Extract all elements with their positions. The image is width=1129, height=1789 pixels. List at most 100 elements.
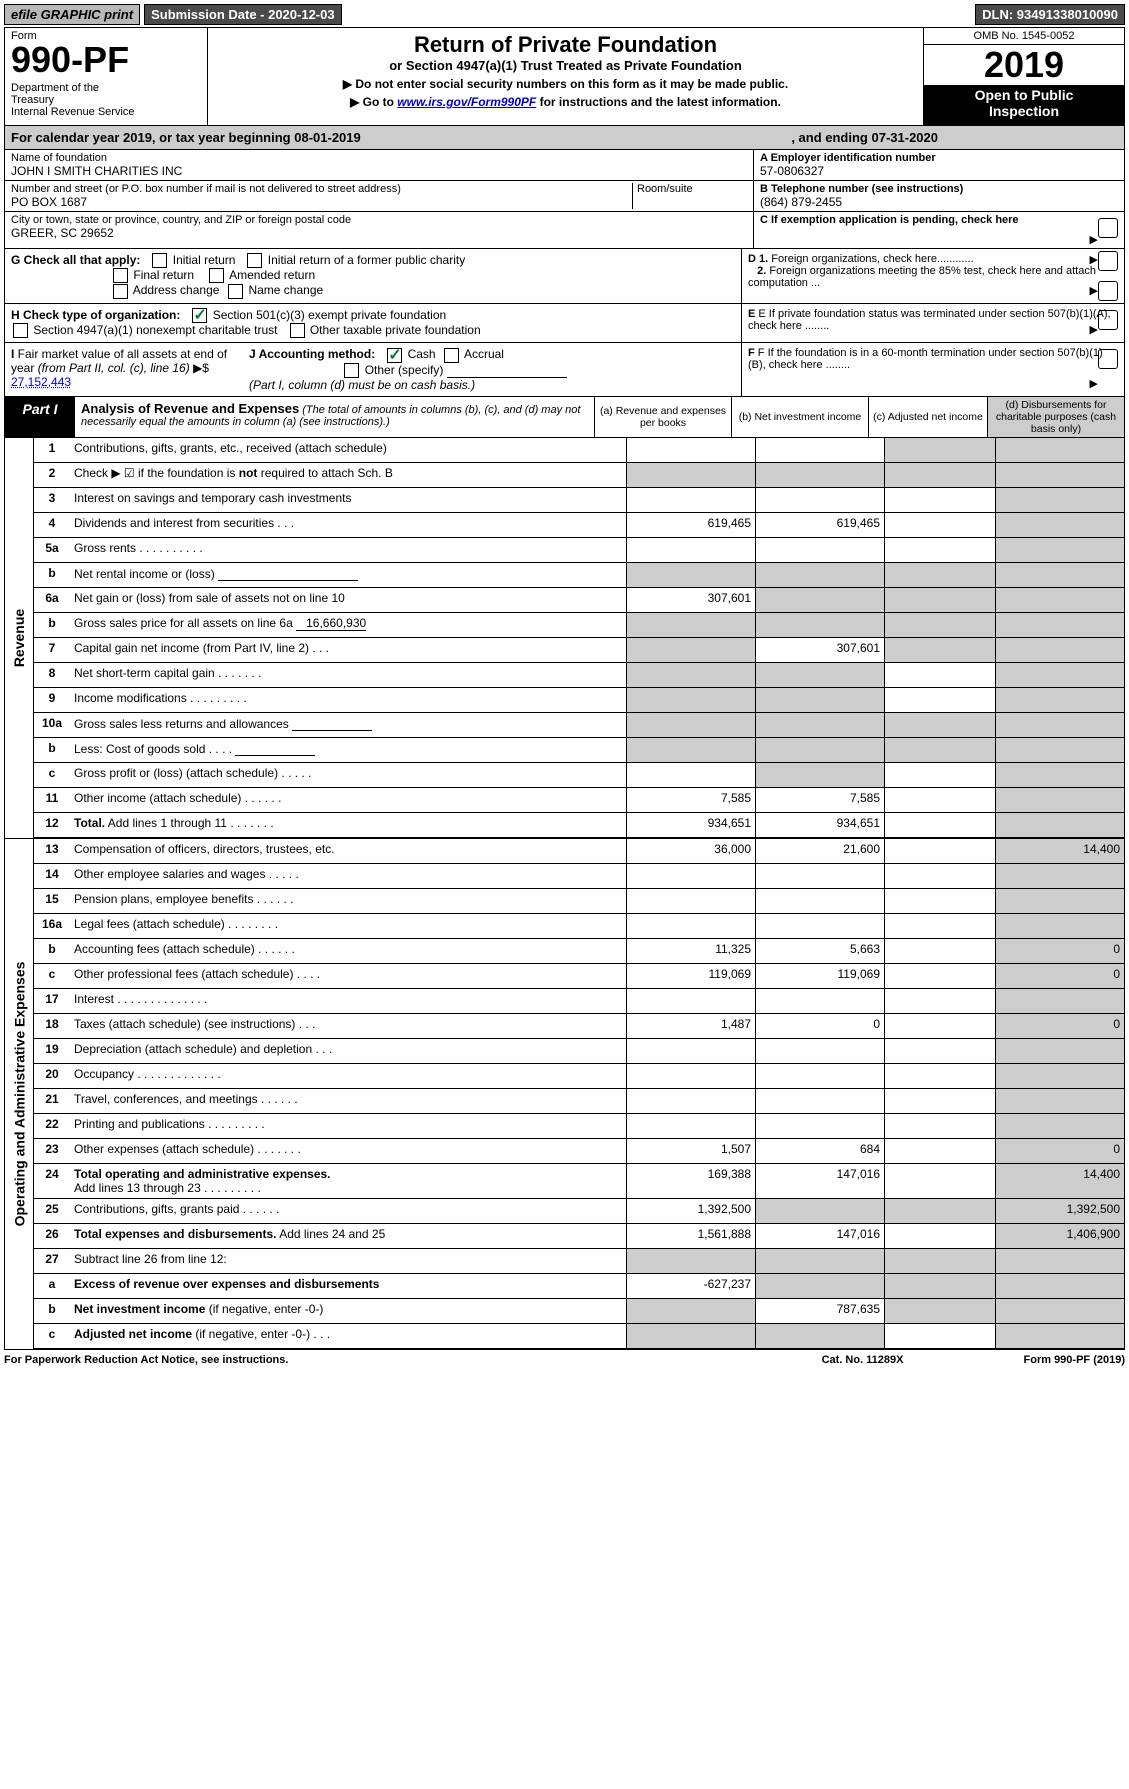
cell-a bbox=[626, 563, 755, 587]
cell-b: 787,635 bbox=[755, 1299, 884, 1323]
cell-b bbox=[755, 588, 884, 612]
cell-b bbox=[755, 1064, 884, 1088]
cell-d bbox=[995, 613, 1124, 637]
row-label: Other income (attach schedule) . . . . .… bbox=[70, 788, 626, 812]
h-501c3-checkbox[interactable] bbox=[192, 308, 207, 323]
cell-a: 1,392,500 bbox=[626, 1199, 755, 1223]
cell-d bbox=[995, 1064, 1124, 1088]
omb-number: OMB No. 1545-0052 bbox=[924, 28, 1124, 45]
ein-cell: A Employer identification number 57-0806… bbox=[754, 150, 1124, 181]
cell-b bbox=[755, 1114, 884, 1138]
cell-a bbox=[626, 1299, 755, 1323]
cell-b bbox=[755, 889, 884, 913]
j-accrual-checkbox[interactable] bbox=[444, 348, 459, 363]
table-row: 4Dividends and interest from securities … bbox=[34, 513, 1124, 538]
ein-value: 57-0806327 bbox=[760, 164, 1118, 178]
row-number: 8 bbox=[34, 663, 70, 687]
row-number: 16a bbox=[34, 914, 70, 938]
row-number: 21 bbox=[34, 1089, 70, 1113]
e-checkbox[interactable] bbox=[1098, 310, 1118, 330]
j-other-checkbox[interactable] bbox=[344, 363, 359, 378]
row-label: Taxes (attach schedule) (see instruction… bbox=[70, 1014, 626, 1038]
d-section: D 1. Foreign organizations, check here..… bbox=[742, 249, 1124, 303]
cell-a: 1,561,888 bbox=[626, 1224, 755, 1248]
g-name-checkbox[interactable] bbox=[228, 284, 243, 299]
cell-c bbox=[884, 1199, 995, 1223]
cell-a: 1,487 bbox=[626, 1014, 755, 1038]
cell-b bbox=[755, 663, 884, 687]
cell-d bbox=[995, 563, 1124, 587]
h-4947-checkbox[interactable] bbox=[13, 323, 28, 338]
table-row: 18Taxes (attach schedule) (see instructi… bbox=[34, 1014, 1124, 1039]
d2-checkbox[interactable] bbox=[1098, 281, 1118, 301]
cell-d bbox=[995, 438, 1124, 462]
cell-b bbox=[755, 1274, 884, 1298]
cell-a bbox=[626, 1089, 755, 1113]
cell-a bbox=[626, 738, 755, 762]
calendar-year-row: For calendar year 2019, or tax year begi… bbox=[5, 126, 1124, 150]
row-number: 19 bbox=[34, 1039, 70, 1063]
cell-b: 307,601 bbox=[755, 638, 884, 662]
table-row: 23Other expenses (attach schedule) . . .… bbox=[34, 1139, 1124, 1164]
row-label: Other professional fees (attach schedule… bbox=[70, 964, 626, 988]
cell-c bbox=[884, 438, 995, 462]
row-number: 24 bbox=[34, 1164, 70, 1198]
g-address-checkbox[interactable] bbox=[113, 284, 128, 299]
cell-c bbox=[884, 989, 995, 1013]
dln-label: DLN: 93491338010090 bbox=[975, 4, 1125, 25]
cell-a bbox=[626, 438, 755, 462]
cell-d: 14,400 bbox=[995, 1164, 1124, 1198]
row-number: b bbox=[34, 1299, 70, 1323]
cell-b: 7,585 bbox=[755, 788, 884, 812]
row-label: Printing and publications . . . . . . . … bbox=[70, 1114, 626, 1138]
row-label: Travel, conferences, and meetings . . . … bbox=[70, 1089, 626, 1113]
note-1: ▶ Do not enter social security numbers o… bbox=[218, 77, 913, 91]
g-amended-checkbox[interactable] bbox=[209, 268, 224, 283]
f-checkbox[interactable] bbox=[1098, 349, 1118, 369]
d1-checkbox[interactable] bbox=[1098, 251, 1118, 271]
row-label: Net investment income (if negative, ente… bbox=[70, 1299, 626, 1323]
table-row: 19Depreciation (attach schedule) and dep… bbox=[34, 1039, 1124, 1064]
g-initial-former-checkbox[interactable] bbox=[247, 253, 262, 268]
g-initial-checkbox[interactable] bbox=[152, 253, 167, 268]
header-row: Form 990-PF Department of theTreasuryInt… bbox=[5, 28, 1124, 126]
row-number: 27 bbox=[34, 1249, 70, 1273]
col-c-header: (c) Adjusted net income bbox=[868, 397, 987, 437]
h-other-checkbox[interactable] bbox=[290, 323, 305, 338]
cell-d bbox=[995, 788, 1124, 812]
cell-d bbox=[995, 989, 1124, 1013]
col-d-header: (d) Disbursements for charitable purpose… bbox=[987, 397, 1124, 437]
cell-b bbox=[755, 1089, 884, 1113]
col-a-header: (a) Revenue and expenses per books bbox=[594, 397, 731, 437]
cell-b bbox=[755, 713, 884, 737]
cell-a: -627,237 bbox=[626, 1274, 755, 1298]
submission-date-button[interactable]: Submission Date - 2020-12-03 bbox=[144, 4, 342, 25]
row-number: 15 bbox=[34, 889, 70, 913]
cell-a: 307,601 bbox=[626, 588, 755, 612]
cell-d bbox=[995, 889, 1124, 913]
cell-d bbox=[995, 864, 1124, 888]
row-label: Other expenses (attach schedule) . . . .… bbox=[70, 1139, 626, 1163]
c-checkbox[interactable] bbox=[1098, 218, 1118, 238]
irs-link[interactable]: www.irs.gov/Form990PF bbox=[397, 95, 536, 109]
row-number: 4 bbox=[34, 513, 70, 537]
efile-print-button[interactable]: efile GRAPHIC print bbox=[4, 4, 140, 25]
cell-b bbox=[755, 914, 884, 938]
cell-c bbox=[884, 839, 995, 863]
expenses-section: Operating and Administrative Expenses 13… bbox=[5, 838, 1124, 1349]
fmv-link[interactable]: 27,152,443 bbox=[11, 375, 71, 389]
row-label: Depreciation (attach schedule) and deple… bbox=[70, 1039, 626, 1063]
j-cash-checkbox[interactable] bbox=[387, 348, 402, 363]
cell-d bbox=[995, 1249, 1124, 1273]
row-label: Gross sales price for all assets on line… bbox=[70, 613, 626, 637]
row-number: 25 bbox=[34, 1199, 70, 1223]
cell-b bbox=[755, 613, 884, 637]
row-number: c bbox=[34, 763, 70, 787]
cell-d bbox=[995, 713, 1124, 737]
g-final-checkbox[interactable] bbox=[113, 268, 128, 283]
cell-b bbox=[755, 1324, 884, 1348]
cell-b bbox=[755, 538, 884, 562]
cell-a bbox=[626, 989, 755, 1013]
row-number: 10a bbox=[34, 713, 70, 737]
cell-c bbox=[884, 939, 995, 963]
